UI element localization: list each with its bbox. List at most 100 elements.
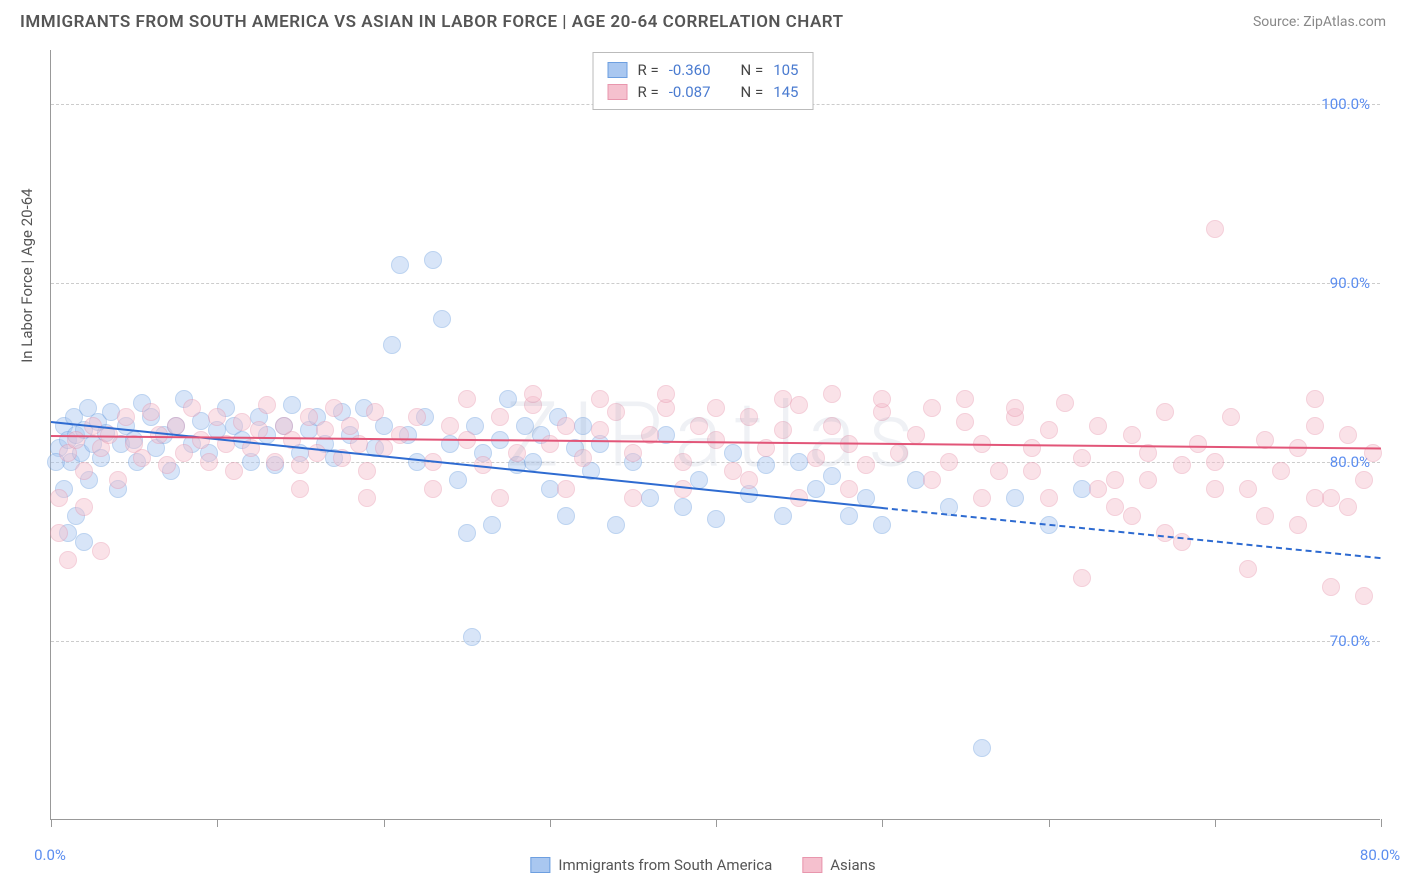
data-point (1023, 462, 1041, 480)
data-point (807, 449, 825, 467)
data-point (1123, 426, 1141, 444)
data-point (1006, 489, 1024, 507)
data-point (158, 456, 176, 474)
x-tick (882, 819, 883, 827)
data-point (1206, 453, 1224, 471)
data-point (50, 489, 68, 507)
data-point (940, 453, 958, 471)
data-point (923, 399, 941, 417)
y-tick-label: 100.0% (1321, 95, 1370, 113)
legend-r-label: R = (638, 61, 659, 79)
data-point (956, 390, 974, 408)
data-point (258, 396, 276, 414)
data-point (1073, 480, 1091, 498)
data-point (524, 453, 542, 471)
data-point (740, 471, 758, 489)
data-point (516, 417, 534, 435)
data-point (424, 251, 442, 269)
data-point (690, 471, 708, 489)
data-point (142, 403, 160, 421)
x-tick-label: 0.0% (34, 846, 66, 864)
data-point (508, 444, 526, 462)
legend-swatch (802, 857, 822, 873)
data-point (1256, 507, 1274, 525)
data-point (1339, 426, 1357, 444)
data-point (1106, 498, 1124, 516)
data-point (557, 417, 575, 435)
data-point (441, 417, 459, 435)
data-point (408, 408, 426, 426)
data-point (117, 408, 135, 426)
x-tick (217, 819, 218, 827)
data-point (674, 498, 692, 516)
data-point (774, 390, 792, 408)
data-point (823, 417, 841, 435)
data-point (1306, 390, 1324, 408)
legend-swatch (608, 62, 628, 78)
data-point (391, 426, 409, 444)
data-point (283, 396, 301, 414)
y-tick-label: 90.0% (1330, 274, 1370, 292)
data-point (907, 471, 925, 489)
data-point (873, 390, 891, 408)
data-point (541, 435, 559, 453)
gridline (51, 283, 1380, 284)
data-point (458, 524, 476, 542)
legend-n-label: N = (741, 83, 764, 101)
stats-legend: R =-0.360N =105R =-0.087N =145 (593, 52, 814, 110)
series-legend-item: Immigrants from South America (530, 856, 772, 874)
data-point (973, 739, 991, 757)
x-tick (716, 819, 717, 827)
data-point (657, 385, 675, 403)
data-point (607, 403, 625, 421)
data-point (724, 462, 742, 480)
legend-r-label: R = (638, 83, 659, 101)
data-point (774, 507, 792, 525)
data-point (1322, 489, 1340, 507)
y-axis-label: In Labor Force | Age 20-64 (18, 188, 36, 362)
data-point (1040, 421, 1058, 439)
data-point (690, 417, 708, 435)
series-legend: Immigrants from South America Asians (530, 856, 875, 874)
data-point (557, 507, 575, 525)
data-point (923, 471, 941, 489)
data-point (1289, 516, 1307, 534)
data-point (366, 403, 384, 421)
x-tick-label: 80.0% (1360, 846, 1400, 864)
y-tick-label: 70.0% (1330, 632, 1370, 650)
data-point (707, 399, 725, 417)
legend-swatch (530, 857, 550, 873)
data-point (1239, 560, 1257, 578)
data-point (1056, 394, 1074, 412)
data-point (483, 516, 501, 534)
data-point (524, 385, 542, 403)
gridline (51, 641, 1380, 642)
data-point (1272, 462, 1290, 480)
data-point (291, 456, 309, 474)
legend-swatch (608, 84, 628, 100)
data-point (499, 390, 517, 408)
data-point (1073, 449, 1091, 467)
legend-row: R =-0.360N =105 (608, 59, 799, 81)
data-point (557, 480, 575, 498)
legend-row: R =-0.087N =145 (608, 81, 799, 103)
data-point (341, 417, 359, 435)
data-point (491, 489, 509, 507)
data-point (956, 413, 974, 431)
data-point (707, 510, 725, 528)
data-point (890, 444, 908, 462)
chart-title: IMMIGRANTS FROM SOUTH AMERICA VS ASIAN I… (20, 12, 844, 32)
data-point (109, 471, 127, 489)
data-point (458, 390, 476, 408)
data-point (358, 462, 376, 480)
data-point (823, 467, 841, 485)
x-tick (1381, 819, 1382, 827)
data-point (1355, 587, 1373, 605)
data-point (433, 310, 451, 328)
data-point (591, 421, 609, 439)
series-name: Asians (830, 856, 875, 874)
data-point (840, 507, 858, 525)
data-point (424, 480, 442, 498)
data-point (225, 462, 243, 480)
data-point (1206, 480, 1224, 498)
